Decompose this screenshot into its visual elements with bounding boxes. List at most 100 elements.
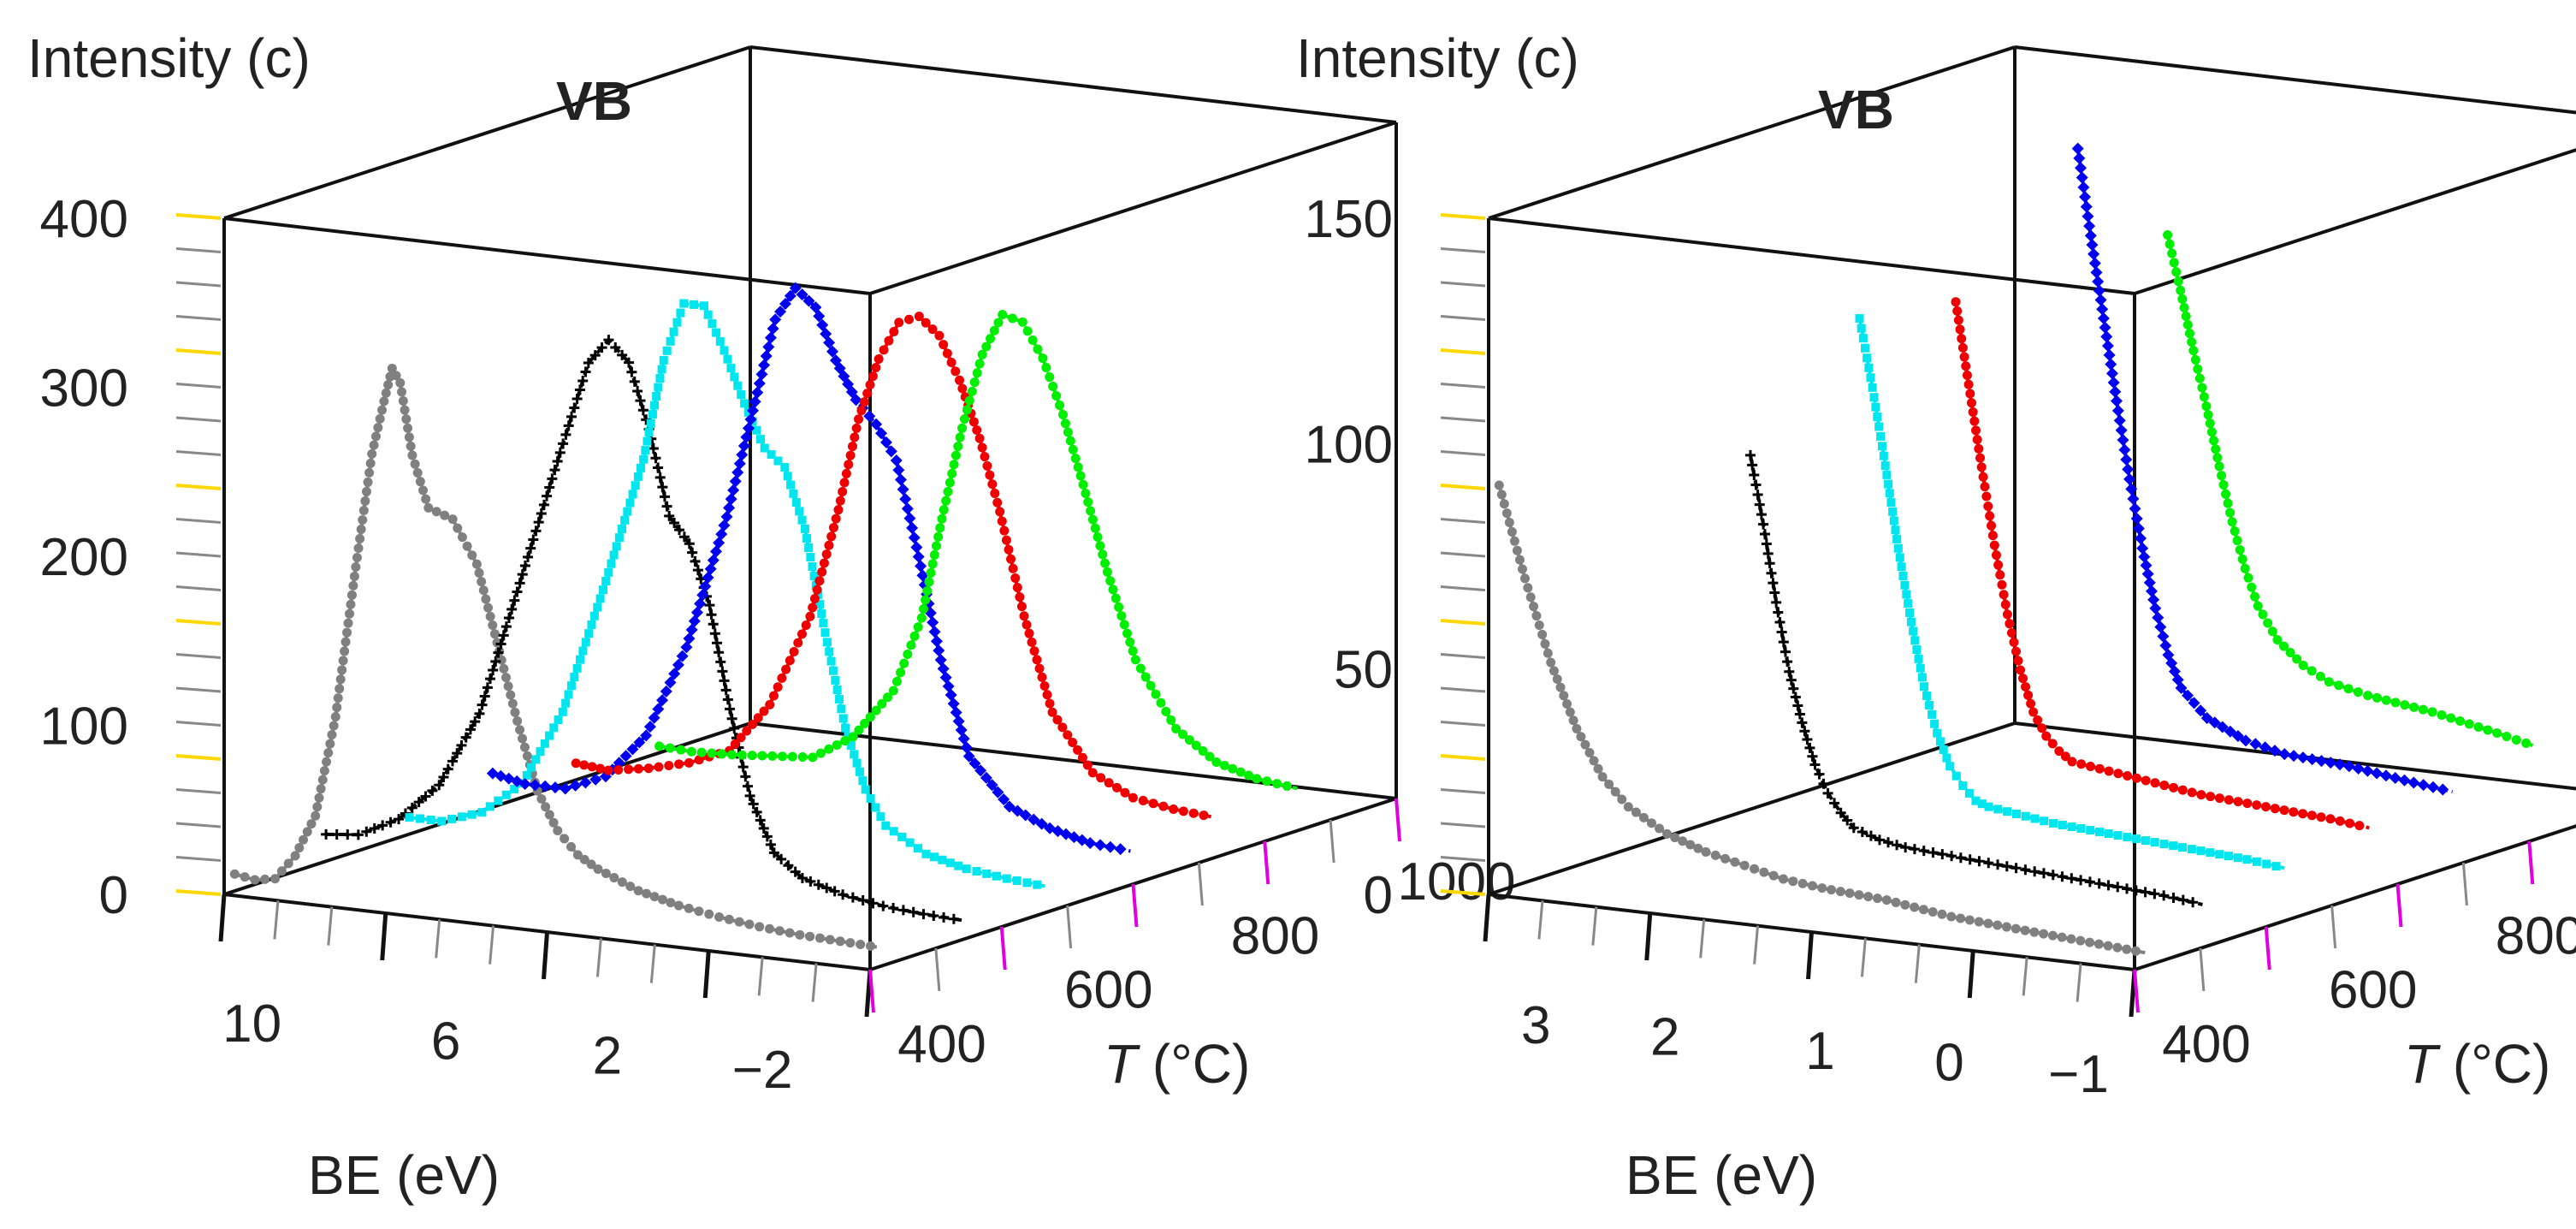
marker-cyan	[2262, 859, 2271, 869]
x-tick-label: 2	[1650, 1008, 1679, 1067]
marker-red	[844, 460, 854, 470]
marker-red	[2054, 746, 2064, 757]
x-major-tick	[218, 894, 227, 942]
marker-green	[696, 747, 707, 757]
marker-gray	[507, 698, 518, 709]
marker-gray	[2112, 942, 2123, 953]
marker-gray	[364, 467, 375, 478]
marker-blue	[2437, 783, 2449, 796]
marker-black	[1809, 759, 1821, 770]
marker-black	[1749, 469, 1760, 480]
marker-black	[2038, 868, 2049, 879]
marker-green	[824, 744, 834, 754]
marker-black	[488, 665, 499, 675]
marker-blue	[2129, 502, 2141, 515]
marker-gray	[1509, 536, 1519, 546]
marker-green	[757, 751, 767, 761]
marker-black	[474, 708, 485, 719]
marker-blue	[742, 422, 755, 435]
marker-black	[744, 790, 755, 801]
marker-gray	[397, 387, 407, 397]
marker-green	[2179, 302, 2189, 312]
marker-red	[2085, 761, 2095, 771]
marker-blue	[2136, 542, 2149, 555]
marker-black	[1792, 700, 1803, 711]
marker-blue	[699, 580, 712, 593]
marker-black	[460, 732, 471, 743]
marker-gray	[332, 703, 342, 713]
marker-cyan	[639, 454, 648, 464]
marker-red	[1158, 801, 1169, 811]
marker-blue	[529, 779, 542, 792]
marker-cyan	[501, 790, 511, 799]
marker-red	[664, 761, 674, 771]
marker-red	[2279, 805, 2289, 816]
marker-red	[1024, 628, 1034, 638]
marker-blue	[758, 359, 771, 371]
marker-blue	[2157, 630, 2170, 643]
marker-gray	[1496, 490, 1507, 500]
marker-red	[1957, 342, 1968, 353]
marker-gray	[276, 866, 287, 876]
marker-black	[528, 534, 539, 545]
marker-red	[939, 340, 949, 350]
marker-black	[369, 823, 380, 834]
marker-blue	[784, 289, 796, 302]
marker-black	[1900, 842, 1911, 853]
marker-black	[530, 525, 542, 537]
marker-green	[2492, 728, 2502, 739]
marker-gray	[499, 663, 509, 674]
marker-black	[583, 358, 594, 369]
marker-gray	[553, 825, 563, 835]
marker-gray	[365, 458, 376, 468]
marker-cyan	[646, 419, 655, 428]
marker-green	[1135, 663, 1146, 674]
marker-red	[1976, 462, 1987, 472]
marker-gray	[2047, 930, 2058, 941]
marker-red	[1034, 663, 1045, 674]
marker-cyan	[1033, 880, 1042, 889]
marker-gray	[536, 793, 547, 804]
marker-blue	[760, 350, 773, 363]
marker-gray	[501, 673, 512, 683]
marker-red	[1063, 730, 1073, 740]
marker-blue	[986, 779, 998, 792]
marker-black	[1822, 787, 1833, 799]
marker-green	[727, 750, 737, 760]
marker-green	[909, 631, 920, 641]
t-axis-label: T (°C)	[2404, 1033, 2550, 1095]
marker-blue	[809, 301, 822, 314]
marker-red	[826, 531, 837, 542]
marker-green	[2285, 648, 2295, 658]
marker-blue	[2182, 689, 2194, 702]
marker-cyan	[802, 533, 812, 543]
marker-green	[921, 595, 931, 605]
marker-red	[2021, 681, 2031, 692]
marker-red	[835, 496, 845, 506]
marker-cyan	[1958, 781, 1968, 791]
marker-gray	[391, 371, 401, 381]
marker-gray	[333, 693, 343, 704]
z-major-tick	[175, 484, 222, 490]
marker-red	[847, 442, 857, 452]
marker-green	[2173, 276, 2183, 287]
marker-green	[2240, 563, 2250, 573]
marker-black	[1761, 538, 1772, 549]
t-tick-label: 800	[1231, 906, 1319, 965]
marker-black	[1756, 509, 1767, 520]
box-edge	[1488, 45, 2016, 220]
marker-gray	[1710, 850, 1720, 860]
marker-blue	[688, 614, 701, 627]
box-edge	[1488, 721, 2016, 896]
t-minor-tick	[1197, 862, 1204, 906]
marker-blue	[702, 571, 714, 584]
marker-blue	[2259, 741, 2271, 754]
marker-black	[708, 619, 719, 630]
marker-blue	[826, 345, 839, 358]
series-line-red	[1954, 301, 2370, 830]
marker-cyan	[703, 310, 713, 319]
marker-red	[1995, 570, 2005, 580]
marker-cyan	[659, 355, 668, 365]
marker-blue	[2141, 567, 2154, 580]
z-minor-tick	[1440, 450, 1486, 456]
